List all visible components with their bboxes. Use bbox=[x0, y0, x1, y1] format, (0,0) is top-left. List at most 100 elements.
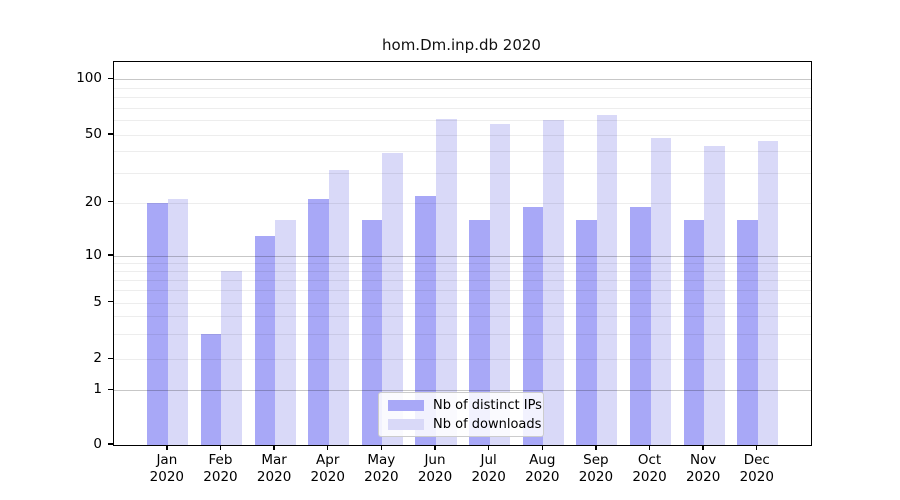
x-tick-label-nov: Nov 2020 bbox=[663, 452, 743, 486]
bar-downloads-oct bbox=[650, 138, 672, 445]
x-tick-label-may: May 2020 bbox=[341, 452, 421, 486]
bar-downloads-apr bbox=[328, 170, 350, 445]
y-tick-label: 2 bbox=[93, 350, 102, 367]
x-tick-label-oct: Oct 2020 bbox=[610, 452, 690, 486]
gridline-minor bbox=[114, 97, 811, 99]
gridline-major bbox=[114, 79, 811, 81]
x-tick bbox=[434, 445, 436, 451]
x-tick bbox=[327, 445, 329, 451]
bar-distinct_ips-nov bbox=[683, 219, 705, 445]
y-tick-label: 5 bbox=[93, 293, 102, 310]
x-tick bbox=[702, 445, 704, 451]
bar-distinct_ips-jul bbox=[469, 219, 490, 445]
bar-distinct_ips-jan bbox=[147, 202, 168, 445]
x-tick-label-jun: Jun 2020 bbox=[395, 452, 475, 486]
y-tick-label: 1 bbox=[93, 381, 102, 398]
legend-row-distinct-ips: Nb of distinct IPs bbox=[388, 398, 542, 413]
x-tick-label-aug: Aug 2020 bbox=[502, 452, 582, 486]
legend: Nb of distinct IPs Nb of downloads bbox=[378, 392, 544, 437]
x-tick bbox=[219, 445, 222, 451]
gridline-minor bbox=[114, 120, 811, 122]
bar-downloads-sep bbox=[596, 115, 618, 445]
bar-downloads-aug bbox=[543, 120, 564, 445]
bar-distinct_ips-aug bbox=[522, 206, 544, 445]
legend-swatch-downloads bbox=[388, 418, 424, 430]
y-tick bbox=[108, 443, 113, 445]
y-tick bbox=[108, 357, 113, 359]
x-tick-year: 2020 bbox=[739, 469, 774, 485]
legend-label-distinct-ips: Nb of distinct IPs bbox=[433, 397, 542, 413]
bar-distinct_ips-feb bbox=[200, 334, 222, 445]
bar-downloads-mar bbox=[275, 219, 296, 445]
gridline-minor bbox=[114, 280, 811, 282]
x-tick-label-dec: Dec 2020 bbox=[717, 452, 797, 486]
x-tick-label-mar: Mar 2020 bbox=[234, 452, 314, 486]
x-tick bbox=[273, 445, 275, 451]
bar-distinct_ips-apr bbox=[308, 199, 329, 445]
gridline-minor bbox=[114, 263, 811, 265]
bar-distinct_ips-oct bbox=[629, 206, 651, 445]
y-tick bbox=[108, 77, 113, 79]
gridline-major bbox=[114, 256, 811, 257]
gridline-minor bbox=[114, 302, 811, 304]
gridline-minor bbox=[114, 107, 811, 109]
y-tick bbox=[108, 388, 113, 390]
bar-distinct_ips-may bbox=[361, 219, 383, 445]
x-tick-year: 2020 bbox=[256, 469, 292, 485]
x-tick-year: 2020 bbox=[578, 469, 614, 485]
x-tick bbox=[595, 445, 597, 451]
bar-downloads-jul bbox=[489, 124, 511, 445]
y-tick-label: 0 bbox=[93, 436, 102, 452]
x-tick bbox=[166, 445, 168, 451]
gridline-minor bbox=[114, 271, 811, 273]
x-tick-label-jan: Jan 2020 bbox=[127, 452, 207, 486]
gridline-minor bbox=[114, 359, 811, 361]
x-tick bbox=[648, 445, 651, 451]
x-tick-label-sep: Sep 2020 bbox=[556, 452, 636, 486]
bar-downloads-dec bbox=[757, 141, 779, 445]
legend-swatch-distinct-ips bbox=[388, 399, 424, 411]
y-tick bbox=[108, 201, 113, 203]
x-tick-year: 2020 bbox=[364, 469, 399, 485]
y-tick-label: 100 bbox=[76, 70, 102, 87]
x-tick-year: 2020 bbox=[417, 469, 453, 485]
x-tick-year: 2020 bbox=[471, 469, 506, 485]
gridline-minor bbox=[114, 290, 811, 292]
x-tick-year: 2020 bbox=[525, 469, 560, 485]
chart-title: hom.Dm.inp.db 2020 bbox=[382, 36, 541, 54]
plot-area bbox=[113, 61, 812, 446]
bar-downloads-jun bbox=[436, 119, 457, 445]
bar-downloads-may bbox=[382, 153, 403, 445]
x-tick bbox=[541, 445, 543, 451]
x-tick-label-feb: Feb 2020 bbox=[180, 452, 260, 486]
legend-label-downloads: Nb of downloads bbox=[433, 416, 542, 432]
gridline-minor bbox=[114, 316, 811, 318]
x-tick-label-jul: Jul 2020 bbox=[449, 452, 529, 486]
bar-distinct_ips-jun bbox=[415, 195, 436, 445]
bar-distinct_ips-mar bbox=[254, 235, 276, 445]
x-tick-year: 2020 bbox=[685, 469, 721, 485]
gridline-minor bbox=[114, 87, 811, 89]
y-tick bbox=[108, 301, 113, 303]
y-tick bbox=[108, 133, 113, 135]
x-tick-year: 2020 bbox=[149, 469, 185, 485]
y-tick bbox=[108, 254, 113, 256]
legend-row-downloads: Nb of downloads bbox=[388, 417, 541, 432]
bar-downloads-nov bbox=[704, 146, 725, 445]
y-tick-label: 10 bbox=[84, 247, 102, 263]
y-tick-label: 50 bbox=[84, 126, 102, 142]
gridline-minor bbox=[114, 135, 811, 136]
y-tick-label: 20 bbox=[84, 193, 102, 210]
gridline-major bbox=[114, 390, 811, 392]
gridline-minor bbox=[114, 334, 811, 336]
bar-downloads-feb bbox=[221, 271, 243, 445]
x-tick-year: 2020 bbox=[203, 469, 238, 485]
x-tick bbox=[756, 445, 758, 451]
gridline-minor bbox=[114, 202, 811, 204]
bar-distinct_ips-dec bbox=[737, 219, 758, 445]
x-tick-label-apr: Apr 2020 bbox=[288, 452, 368, 486]
bar-downloads-jan bbox=[167, 199, 189, 445]
x-tick bbox=[380, 445, 383, 451]
gridline-minor bbox=[114, 172, 811, 174]
